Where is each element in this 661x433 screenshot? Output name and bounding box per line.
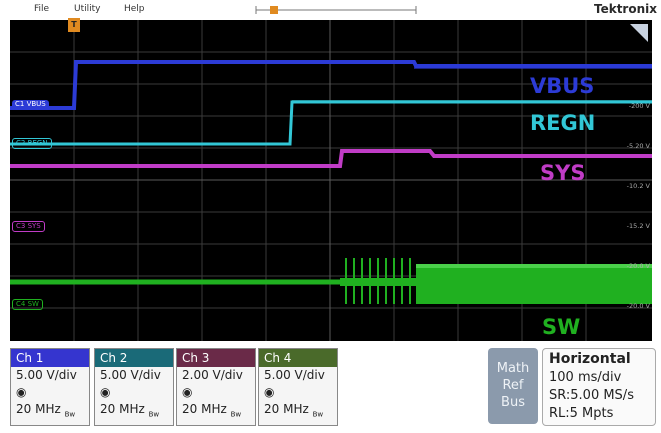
scale-label-6: -20.0 V: [626, 302, 650, 310]
bus-label: Bus: [501, 395, 525, 410]
ch3-probe-icon: ◉: [182, 385, 193, 399]
scale-label-4: -15.2 V: [626, 222, 650, 230]
ch2-ground-marker[interactable]: C2 REGN: [12, 138, 52, 149]
horizontal-title: Horizontal: [549, 351, 631, 367]
timeline-overview[interactable]: [252, 4, 422, 16]
horizontal-record-length: RL:5 Mpts: [549, 406, 614, 421]
ch3-bandwidth: 20 MHz Bw: [182, 402, 242, 419]
ch4-bandwidth: 20 MHz Bw: [264, 402, 324, 419]
menu-file[interactable]: File: [34, 4, 50, 14]
horizontal-timebase: 100 ms/div: [549, 370, 622, 385]
ch4-ground-marker[interactable]: C4 SW: [12, 299, 43, 310]
ch2-probe-icon: ◉: [100, 385, 111, 399]
trigger-position-marker[interactable]: T: [68, 18, 80, 32]
menu-bar: File Utility Help Tektronix: [0, 0, 661, 20]
regn-waveform: [10, 100, 652, 146]
scale-label-1: -200 V: [628, 102, 650, 110]
scale-label-2: -5.20 V: [626, 142, 650, 150]
ch4-probe-icon: ◉: [264, 385, 275, 399]
horizontal-sample-rate: SR:5.00 MS/s: [549, 388, 634, 403]
math-ref-bus-button[interactable]: Math Ref Bus: [488, 348, 538, 424]
horizontal-panel[interactable]: Horizontal 100 ms/div SR:5.00 MS/s RL:5 …: [542, 348, 656, 426]
brand-logo: Tektronix: [593, 2, 657, 16]
ch1-ground-marker[interactable]: C1 VBUS: [12, 100, 49, 109]
ch4-panel[interactable]: Ch 4 5.00 V/div ◉ 20 MHz Bw: [258, 348, 338, 426]
scale-label-3: -10.2 V: [626, 182, 650, 190]
sys-label: SYS: [540, 161, 586, 185]
ch4-scale: 5.00 V/div: [264, 368, 325, 382]
ch3-ground-marker[interactable]: C3 SYS: [12, 221, 45, 232]
ch2-bandwidth: 20 MHz Bw: [100, 402, 160, 419]
vbus-waveform: [10, 60, 652, 110]
ch1-bandwidth: 20 MHz Bw: [16, 402, 76, 419]
scale-label-5: -20.0 V: [626, 262, 650, 270]
ch1-panel[interactable]: Ch 1 5.00 V/div ◉ 20 MHz Bw: [10, 348, 90, 426]
regn-label: REGN: [530, 111, 596, 135]
ch3-scale: 2.00 V/div: [182, 368, 243, 382]
ch1-panel-header: Ch 1: [11, 349, 89, 367]
ch1-scale: 5.00 V/div: [16, 368, 77, 382]
timeline-position-marker: [270, 6, 278, 14]
menu-utility[interactable]: Utility: [74, 4, 101, 14]
ch2-scale: 5.00 V/div: [100, 368, 161, 382]
vbus-label: VBUS: [530, 74, 595, 98]
ref-label: Ref: [502, 378, 524, 393]
ch3-panel[interactable]: Ch 3 2.00 V/div ◉ 20 MHz Bw: [176, 348, 256, 426]
sys-waveform: [10, 149, 652, 168]
ch3-panel-header: Ch 3: [177, 349, 255, 367]
ch1-probe-icon: ◉: [16, 385, 27, 399]
waveform-display[interactable]: T C1 VBUS C2 REGN C3 SYS C4 SW VBUS REGN…: [10, 18, 652, 341]
math-label: Math: [496, 361, 530, 376]
ch2-panel[interactable]: Ch 2 5.00 V/div ◉ 20 MHz Bw: [94, 348, 174, 426]
ch2-panel-header: Ch 2: [95, 349, 173, 367]
menu-help[interactable]: Help: [124, 4, 145, 14]
display-corner-handle[interactable]: [630, 24, 648, 42]
ch4-panel-header: Ch 4: [259, 349, 337, 367]
waveform-graticule: [10, 20, 652, 341]
sw-label: SW: [542, 315, 581, 339]
sw-waveform: [10, 258, 652, 304]
